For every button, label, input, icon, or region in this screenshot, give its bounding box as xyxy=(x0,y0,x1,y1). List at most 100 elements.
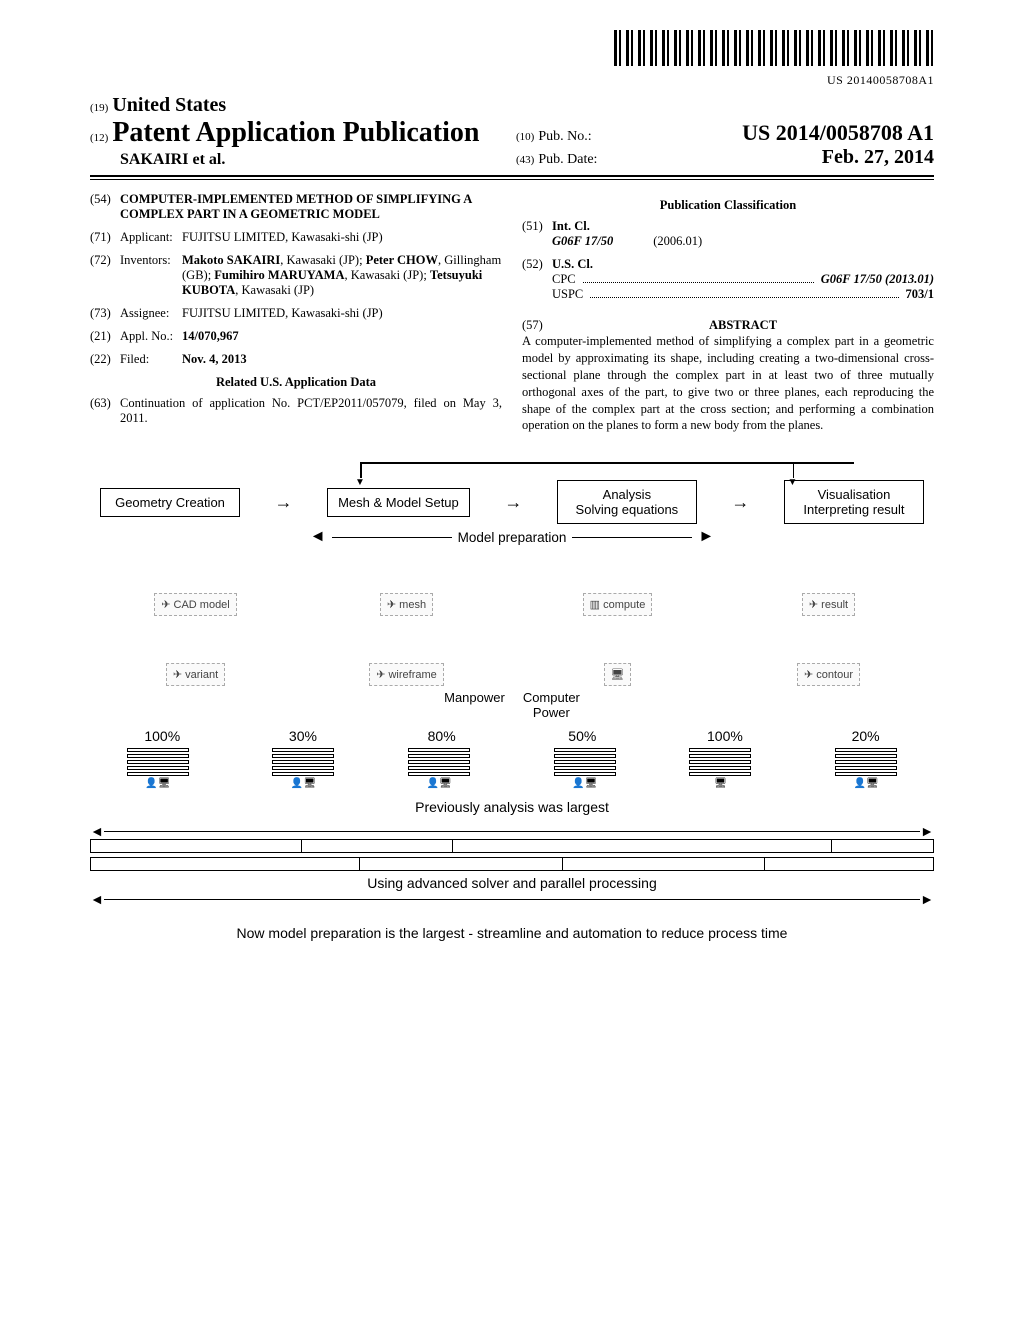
timeline-bar-1 xyxy=(90,839,934,853)
filed-date: Nov. 4, 2013 xyxy=(182,352,247,366)
abstract-hdr: ABSTRACT xyxy=(709,318,777,332)
workstation-icon: 👤🖥 xyxy=(272,778,334,789)
flow-box-3: Analysis Solving equations xyxy=(557,480,697,524)
arrow-right-icon: ► xyxy=(920,823,934,839)
pct-2: 80% xyxy=(428,728,456,744)
classification-hdr: Publication Classification xyxy=(522,198,934,213)
pub-type: Patent Application Publication xyxy=(112,117,479,148)
aircraft2-icon: ✈ variant xyxy=(166,663,225,686)
pct-1: 30% xyxy=(289,728,317,744)
label-intcl: Int. Cl. xyxy=(552,219,590,233)
num-63: (63) xyxy=(90,396,120,426)
related-app: Continuation of application No. PCT/EP20… xyxy=(120,396,502,426)
barcode-text: US 20140058708A1 xyxy=(90,73,934,88)
arrow-right-icon: ► xyxy=(920,891,934,907)
label-assignee: Assignee: xyxy=(120,306,182,321)
workstation-icon: 👤🖥 xyxy=(127,778,189,789)
num-73: (73) xyxy=(90,306,120,321)
label-applno: Appl. No.: xyxy=(120,329,182,344)
label-filed: Filed: xyxy=(120,352,182,367)
workstation-icon: 👤🖥 xyxy=(835,778,897,789)
bar-stack xyxy=(689,748,751,776)
server-icon: ▥ compute xyxy=(583,593,653,616)
num-43: (43) xyxy=(516,154,534,166)
front-figure: Geometry Creation → Mesh & Model Setup →… xyxy=(90,462,934,941)
inv-3: Fumihiro MARUYAMA xyxy=(214,268,344,282)
num-72: (72) xyxy=(90,253,120,298)
uspc-val: 703/1 xyxy=(906,287,934,301)
pct-4: 100% xyxy=(707,728,743,744)
arrow-left-icon: ◄ xyxy=(310,528,326,546)
country: United States xyxy=(112,94,226,116)
divider-top-2 xyxy=(90,179,934,180)
applicant: FUJITSU LIMITED, Kawasaki-shi (JP) xyxy=(182,230,502,245)
intcl-code: G06F 17/50 xyxy=(552,234,613,249)
barcode-region: US 20140058708A1 xyxy=(90,30,934,88)
pub-date: Feb. 27, 2014 xyxy=(822,146,934,169)
inventors: Makoto SAKAIRI, Kawasaki (JP); Peter CHO… xyxy=(182,253,502,298)
divider-top xyxy=(90,175,934,177)
inv-1: Makoto SAKAIRI xyxy=(182,253,280,267)
flow-box-4: Visualisation Interpreting result xyxy=(784,480,924,524)
mesh2-icon: ✈ wireframe xyxy=(369,663,444,686)
mesh-icon: ✈ mesh xyxy=(380,593,433,616)
solver-label: Using advanced solver and parallel proce… xyxy=(90,875,934,891)
result-icon: ✈ result xyxy=(802,593,855,616)
num-54: (54) xyxy=(90,192,120,222)
num-21: (21) xyxy=(90,329,120,344)
assignee: FUJITSU LIMITED, Kawasaki-shi (JP) xyxy=(182,306,502,321)
num-71: (71) xyxy=(90,230,120,245)
pub-date-label: Pub. Date: xyxy=(538,152,597,167)
arrow-icon: → xyxy=(504,492,522,513)
arrow-left-icon: ◄ xyxy=(90,823,104,839)
barcode-graphic xyxy=(614,30,934,66)
label-inventors: Inventors: xyxy=(120,253,182,298)
arrow-left-icon: ◄ xyxy=(90,891,104,907)
arrow-icon: → xyxy=(731,492,749,513)
flow-row: Geometry Creation → Mesh & Model Setup →… xyxy=(100,480,924,524)
arrow-icon: → xyxy=(275,492,293,513)
num-22: (22) xyxy=(90,352,120,367)
num-52: (52) xyxy=(522,257,552,302)
flow-box-1: Geometry Creation xyxy=(100,488,240,517)
num-57: (57) xyxy=(522,318,552,333)
bar-stack xyxy=(408,748,470,776)
workstation-icon: 👤🖥 xyxy=(408,778,470,789)
pct-5: 20% xyxy=(852,728,880,744)
bibliographic-data: (54) COMPUTER-IMPLEMENTED METHOD OF SIMP… xyxy=(90,192,934,434)
timeline-bar-2 xyxy=(90,857,934,871)
aircraft-icon: ✈ CAD model xyxy=(154,593,237,616)
pub-no: US 2014/0058708 A1 xyxy=(742,120,934,146)
uspc-label: USPC xyxy=(552,287,587,302)
num-19: (19) xyxy=(90,102,108,114)
intcl-date: (2006.01) xyxy=(653,234,702,249)
bar-stack xyxy=(554,748,616,776)
prev-analysis-label: Previously analysis was largest xyxy=(90,799,934,815)
bar-stack xyxy=(127,748,189,776)
bar-stack xyxy=(272,748,334,776)
num-51: (51) xyxy=(522,219,552,249)
manpower-label: Manpower xyxy=(444,690,505,720)
computer-power-label: Computer Power xyxy=(523,690,580,720)
result2-icon: ✈ contour xyxy=(797,663,860,686)
pct-0: 100% xyxy=(144,728,180,744)
workstation-icon: 👤🖥 xyxy=(554,778,616,789)
related-hdr: Related U.S. Application Data xyxy=(90,375,502,390)
flow-box-2: Mesh & Model Setup xyxy=(327,488,470,517)
figure-caption: Now model preparation is the largest - s… xyxy=(90,925,934,941)
label-applicant: Applicant: xyxy=(120,230,182,245)
bar-stack xyxy=(835,748,897,776)
invention-title: COMPUTER-IMPLEMENTED METHOD OF SIMPLIFYI… xyxy=(120,192,502,222)
num-12: (12) xyxy=(90,132,108,144)
appl-no: 14/070,967 xyxy=(182,329,239,343)
abstract-text: A computer-implemented method of simplif… xyxy=(522,333,934,434)
workstation-icon: 🖥 xyxy=(689,778,751,789)
arrow-right-icon: ► xyxy=(698,528,714,546)
model-prep-label: Model preparation xyxy=(458,530,567,545)
cpc-label: CPC xyxy=(552,272,580,287)
header: (19) United States (12) Patent Applicati… xyxy=(90,94,934,169)
applicant-header: SAKAIRI et al. xyxy=(90,151,508,169)
inv-2: Peter CHOW xyxy=(366,253,438,267)
num-10: (10) xyxy=(516,131,534,143)
computer-icon: 🖥 xyxy=(604,663,632,686)
